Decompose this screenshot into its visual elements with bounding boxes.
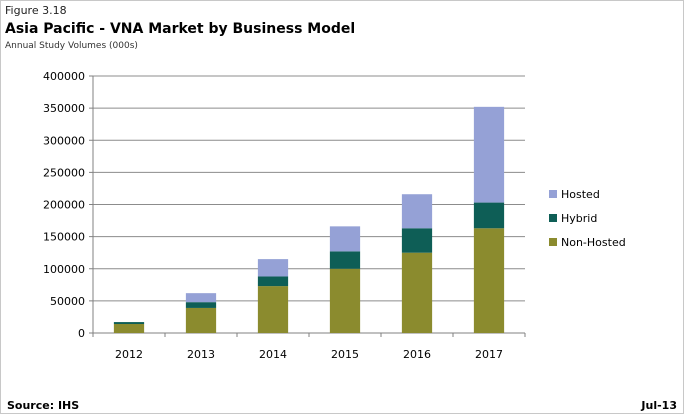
bar-non-hosted-2014 xyxy=(257,286,289,333)
bar-hybrid-2016 xyxy=(401,228,433,253)
legend-label: Hosted xyxy=(561,188,600,201)
legend-swatch-hybrid xyxy=(549,214,557,222)
y-tick-label: 350000 xyxy=(43,102,85,115)
legend-swatch-hosted xyxy=(549,190,557,198)
x-tick-label: 2016 xyxy=(403,348,431,361)
x-tick-label: 2013 xyxy=(187,348,215,361)
y-tick-label: 200000 xyxy=(43,199,85,212)
y-tick-label: 50000 xyxy=(50,295,85,308)
bar-hybrid-2015 xyxy=(329,251,361,269)
bar-non-hosted-2013 xyxy=(185,307,217,333)
y-tick-label: 400000 xyxy=(43,70,85,83)
chart-subtitle: Annual Study Volumes (000s) xyxy=(5,41,138,51)
bar-hosted-2016 xyxy=(401,194,433,229)
figure-label: Figure 3.18 xyxy=(5,4,67,17)
date-note: Jul-13 xyxy=(641,399,677,412)
y-tick-label: 150000 xyxy=(43,231,85,244)
y-tick-label: 100000 xyxy=(43,263,85,276)
legend-label: Non-Hosted xyxy=(561,236,626,249)
stacked-bar-chart: 0 50000 100000 150000 200000 250000 300000 3500… xyxy=(43,70,626,361)
y-tick-label: 300000 xyxy=(43,134,85,147)
bar-hybrid-2013 xyxy=(185,302,217,308)
bar-hybrid-2017 xyxy=(473,202,505,229)
x-tick-label: 2012 xyxy=(115,348,143,361)
legend-label: Hybrid xyxy=(561,212,597,225)
bar-non-hosted-2017 xyxy=(473,228,505,333)
bar-non-hosted-2015 xyxy=(329,268,361,333)
bar-non-hosted-2012 xyxy=(113,324,145,333)
x-tick-label: 2015 xyxy=(331,348,359,361)
x-tick-label: 2017 xyxy=(475,348,503,361)
bar-hosted-2013 xyxy=(185,293,217,303)
x-tick-label: 2014 xyxy=(259,348,287,361)
bar-hosted-2015 xyxy=(329,226,361,252)
bar-hybrid-2014 xyxy=(257,276,289,287)
legend-swatch-non-hosted xyxy=(549,238,557,246)
bar-hosted-2017 xyxy=(473,106,505,203)
bar-hosted-2014 xyxy=(257,259,289,277)
y-tick-label: 0 xyxy=(78,327,85,340)
source-note: Source: IHS xyxy=(7,399,80,412)
bar-non-hosted-2016 xyxy=(401,252,433,333)
chart-title: Asia Pacific - VNA Market by Business Mo… xyxy=(5,21,356,37)
y-tick-label: 250000 xyxy=(43,166,85,179)
bar-hybrid-2012 xyxy=(113,322,145,325)
